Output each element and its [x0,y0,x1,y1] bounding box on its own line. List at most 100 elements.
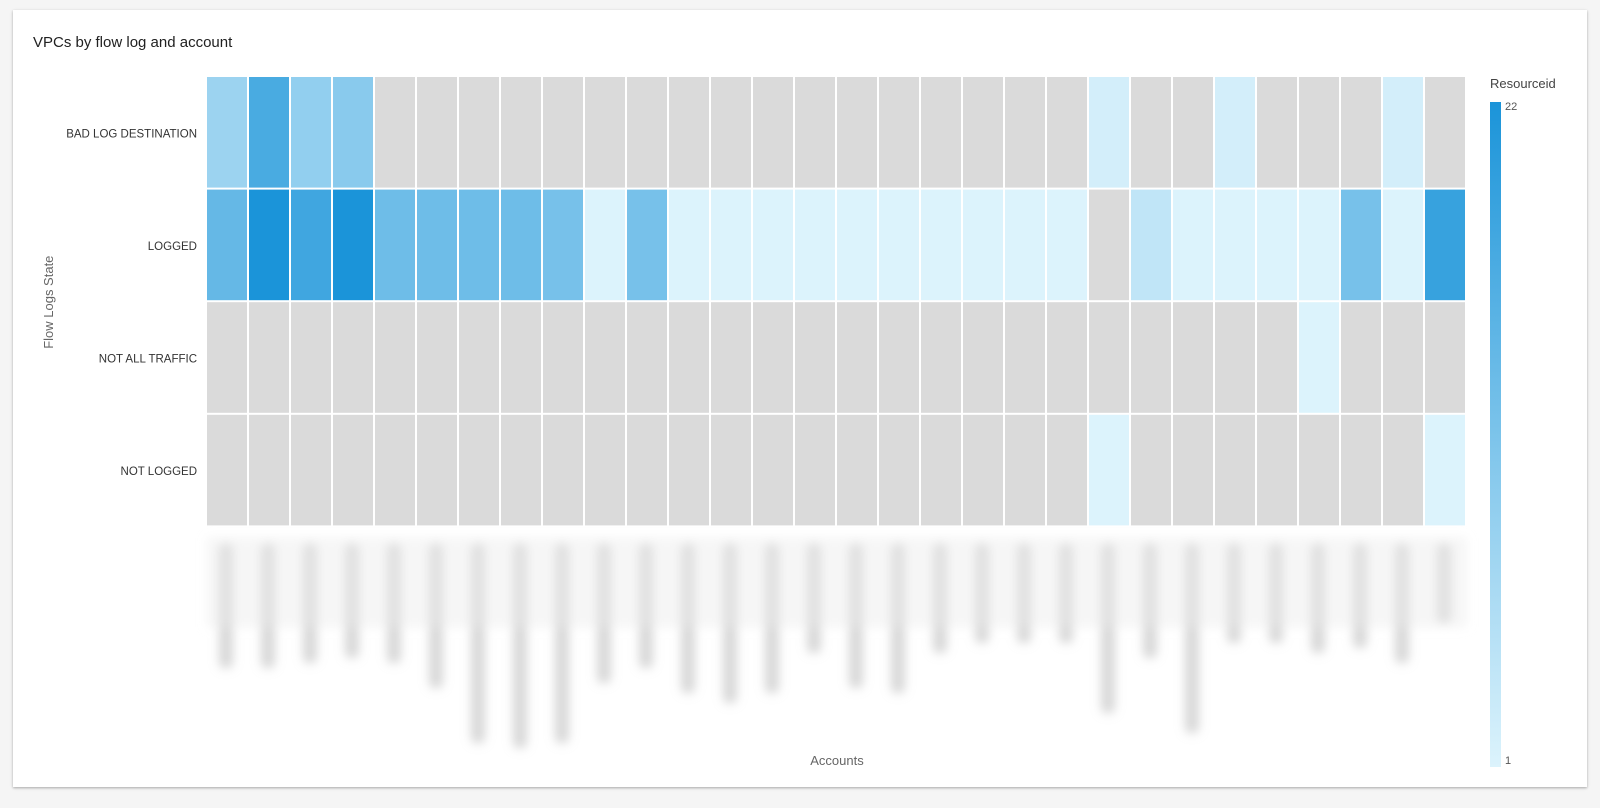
heatmap-cell[interactable] [417,302,457,413]
heatmap-cell[interactable] [627,77,667,188]
heatmap-cell[interactable] [921,302,961,413]
heatmap-cell[interactable] [1257,189,1297,301]
heatmap-cell[interactable] [1173,302,1213,413]
heatmap-cell[interactable] [1299,189,1339,301]
heatmap-cell[interactable] [795,302,835,413]
heatmap-cell[interactable] [1089,189,1129,301]
heatmap-cell[interactable] [1425,77,1465,188]
heatmap-cell[interactable] [585,302,625,413]
heatmap-cell[interactable] [585,189,625,301]
heatmap-cell[interactable] [207,414,247,526]
heatmap-cell[interactable] [375,302,415,413]
heatmap-cell[interactable] [921,77,961,188]
heatmap-cell[interactable] [459,414,499,526]
heatmap-cell[interactable] [1005,302,1045,413]
heatmap-cell[interactable] [795,414,835,526]
heatmap-cell[interactable] [375,77,415,188]
heatmap-cell[interactable] [753,302,793,413]
heatmap-cell[interactable] [963,189,1003,301]
heatmap-cell[interactable] [417,414,457,526]
heatmap-cell[interactable] [711,77,751,188]
heatmap-cell[interactable] [291,414,331,526]
heatmap-cell[interactable] [879,302,919,413]
heatmap-cell[interactable] [669,302,709,413]
heatmap-cell[interactable] [1341,302,1381,413]
heatmap-cell[interactable] [1173,414,1213,526]
heatmap-cell[interactable] [1383,414,1423,526]
heatmap-cell[interactable] [1299,414,1339,526]
heatmap-cell[interactable] [249,302,289,413]
heatmap-cell[interactable] [375,189,415,301]
heatmap-cell[interactable] [459,302,499,413]
heatmap-cell[interactable] [1341,77,1381,188]
heatmap-cell[interactable] [1047,414,1087,526]
heatmap-cell[interactable] [627,189,667,301]
heatmap-cell[interactable] [1047,189,1087,301]
heatmap-cell[interactable] [1425,414,1465,526]
heatmap-cell[interactable] [207,189,247,301]
heatmap-cell[interactable] [753,77,793,188]
heatmap-cell[interactable] [1173,189,1213,301]
heatmap-cell[interactable] [1341,189,1381,301]
heatmap-cell[interactable] [1341,414,1381,526]
heatmap-cell[interactable] [1257,302,1297,413]
heatmap-cell[interactable] [459,189,499,301]
heatmap-cell[interactable] [1299,302,1339,413]
heatmap-cell[interactable] [207,77,247,188]
heatmap-cell[interactable] [501,414,541,526]
heatmap-cell[interactable] [543,302,583,413]
heatmap-cell[interactable] [1005,189,1045,301]
heatmap-cell[interactable] [837,77,877,188]
heatmap-cell[interactable] [417,77,457,188]
heatmap-cell[interactable] [963,77,1003,188]
heatmap-cell[interactable] [543,414,583,526]
heatmap-cell[interactable] [291,189,331,301]
heatmap-cell[interactable] [459,77,499,188]
heatmap-cell[interactable] [837,189,877,301]
heatmap-cell[interactable] [249,414,289,526]
heatmap-cell[interactable] [1425,302,1465,413]
heatmap-cell[interactable] [1005,414,1045,526]
heatmap-cell[interactable] [1299,77,1339,188]
heatmap-cell[interactable] [1215,189,1255,301]
heatmap-cell[interactable] [837,302,877,413]
heatmap-cell[interactable] [1047,302,1087,413]
heatmap-cell[interactable] [375,414,415,526]
heatmap-cell[interactable] [1257,414,1297,526]
heatmap-cell[interactable] [1089,77,1129,188]
heatmap-cell[interactable] [1383,302,1423,413]
heatmap-cell[interactable] [333,302,373,413]
heatmap-cell[interactable] [753,189,793,301]
heatmap-cell[interactable] [921,189,961,301]
heatmap-cell[interactable] [1383,189,1423,301]
heatmap-cell[interactable] [1131,414,1171,526]
heatmap-cell[interactable] [669,77,709,188]
heatmap-cell[interactable] [1131,189,1171,301]
heatmap-cell[interactable] [963,414,1003,526]
heatmap-cell[interactable] [669,189,709,301]
heatmap-cell[interactable] [921,414,961,526]
heatmap-cell[interactable] [585,77,625,188]
heatmap-cell[interactable] [711,414,751,526]
heatmap-cell[interactable] [963,302,1003,413]
heatmap-cell[interactable] [585,414,625,526]
heatmap-cell[interactable] [753,414,793,526]
heatmap-cell[interactable] [207,302,247,413]
heatmap-cell[interactable] [1131,302,1171,413]
heatmap-cell[interactable] [417,189,457,301]
heatmap-cell[interactable] [1383,77,1423,188]
heatmap-cell[interactable] [795,189,835,301]
heatmap-cell[interactable] [1257,77,1297,188]
heatmap-cell[interactable] [333,189,373,301]
heatmap-cell[interactable] [1425,189,1465,301]
heatmap-cell[interactable] [543,77,583,188]
heatmap-cell[interactable] [249,189,289,301]
heatmap-cell[interactable] [291,77,331,188]
heatmap-cell[interactable] [1215,414,1255,526]
heatmap-cell[interactable] [1089,302,1129,413]
heatmap-cell[interactable] [333,77,373,188]
heatmap-cell[interactable] [837,414,877,526]
heatmap-cell[interactable] [1215,302,1255,413]
heatmap-cell[interactable] [711,302,751,413]
heatmap-cell[interactable] [669,414,709,526]
